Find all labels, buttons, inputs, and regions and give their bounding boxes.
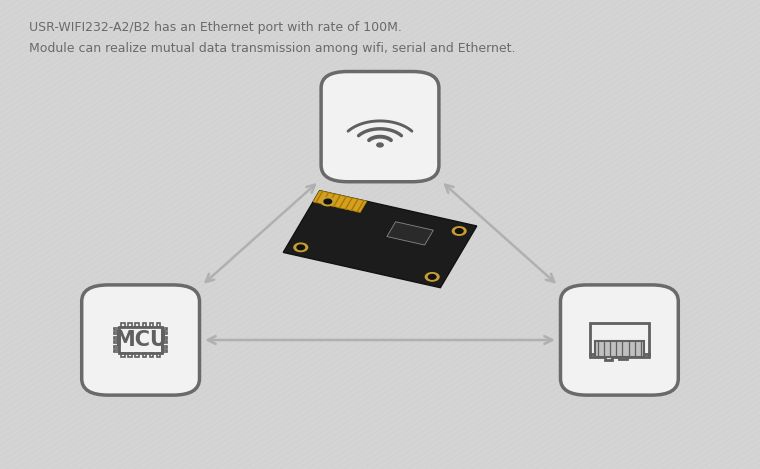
Bar (162, 328, 167, 330)
Bar (143, 324, 146, 327)
Circle shape (297, 245, 305, 250)
Bar (595, 341, 644, 357)
Polygon shape (283, 191, 477, 287)
Bar (162, 341, 167, 343)
Bar (128, 353, 131, 356)
Bar (150, 353, 153, 356)
Bar (157, 324, 160, 327)
FancyBboxPatch shape (82, 285, 199, 395)
Text: USR-WIFI232-A2/B2 has an Ethernet port with rate of 100M.: USR-WIFI232-A2/B2 has an Ethernet port w… (29, 21, 402, 34)
Bar (162, 337, 167, 339)
Circle shape (426, 272, 439, 281)
Circle shape (324, 199, 331, 204)
FancyArrowPatch shape (206, 185, 315, 282)
Polygon shape (313, 191, 367, 212)
Bar (114, 350, 119, 352)
Bar (122, 324, 125, 327)
Bar (114, 346, 119, 348)
Polygon shape (387, 222, 433, 245)
Text: MCU: MCU (114, 330, 167, 350)
Bar (150, 324, 153, 327)
Bar (114, 328, 119, 330)
FancyArrowPatch shape (207, 336, 553, 344)
Bar (114, 337, 119, 339)
Bar (135, 324, 138, 327)
Circle shape (452, 227, 466, 235)
FancyBboxPatch shape (321, 71, 439, 182)
FancyBboxPatch shape (560, 285, 678, 395)
Bar (143, 353, 146, 356)
Circle shape (377, 143, 383, 147)
Bar (162, 333, 167, 334)
Bar (119, 327, 162, 353)
Bar (590, 323, 649, 354)
Circle shape (455, 229, 463, 234)
Bar (162, 346, 167, 348)
Bar (162, 350, 167, 352)
Bar (157, 353, 160, 356)
Circle shape (294, 243, 308, 251)
Bar (128, 324, 131, 327)
Bar (114, 333, 119, 334)
Bar (135, 353, 138, 356)
FancyArrowPatch shape (445, 185, 554, 282)
Bar (122, 353, 125, 356)
Text: Module can realize mutual data transmission among wifi, serial and Ethernet.: Module can realize mutual data transmiss… (29, 42, 515, 55)
Bar (114, 341, 119, 343)
Circle shape (429, 274, 436, 279)
Circle shape (321, 197, 334, 206)
